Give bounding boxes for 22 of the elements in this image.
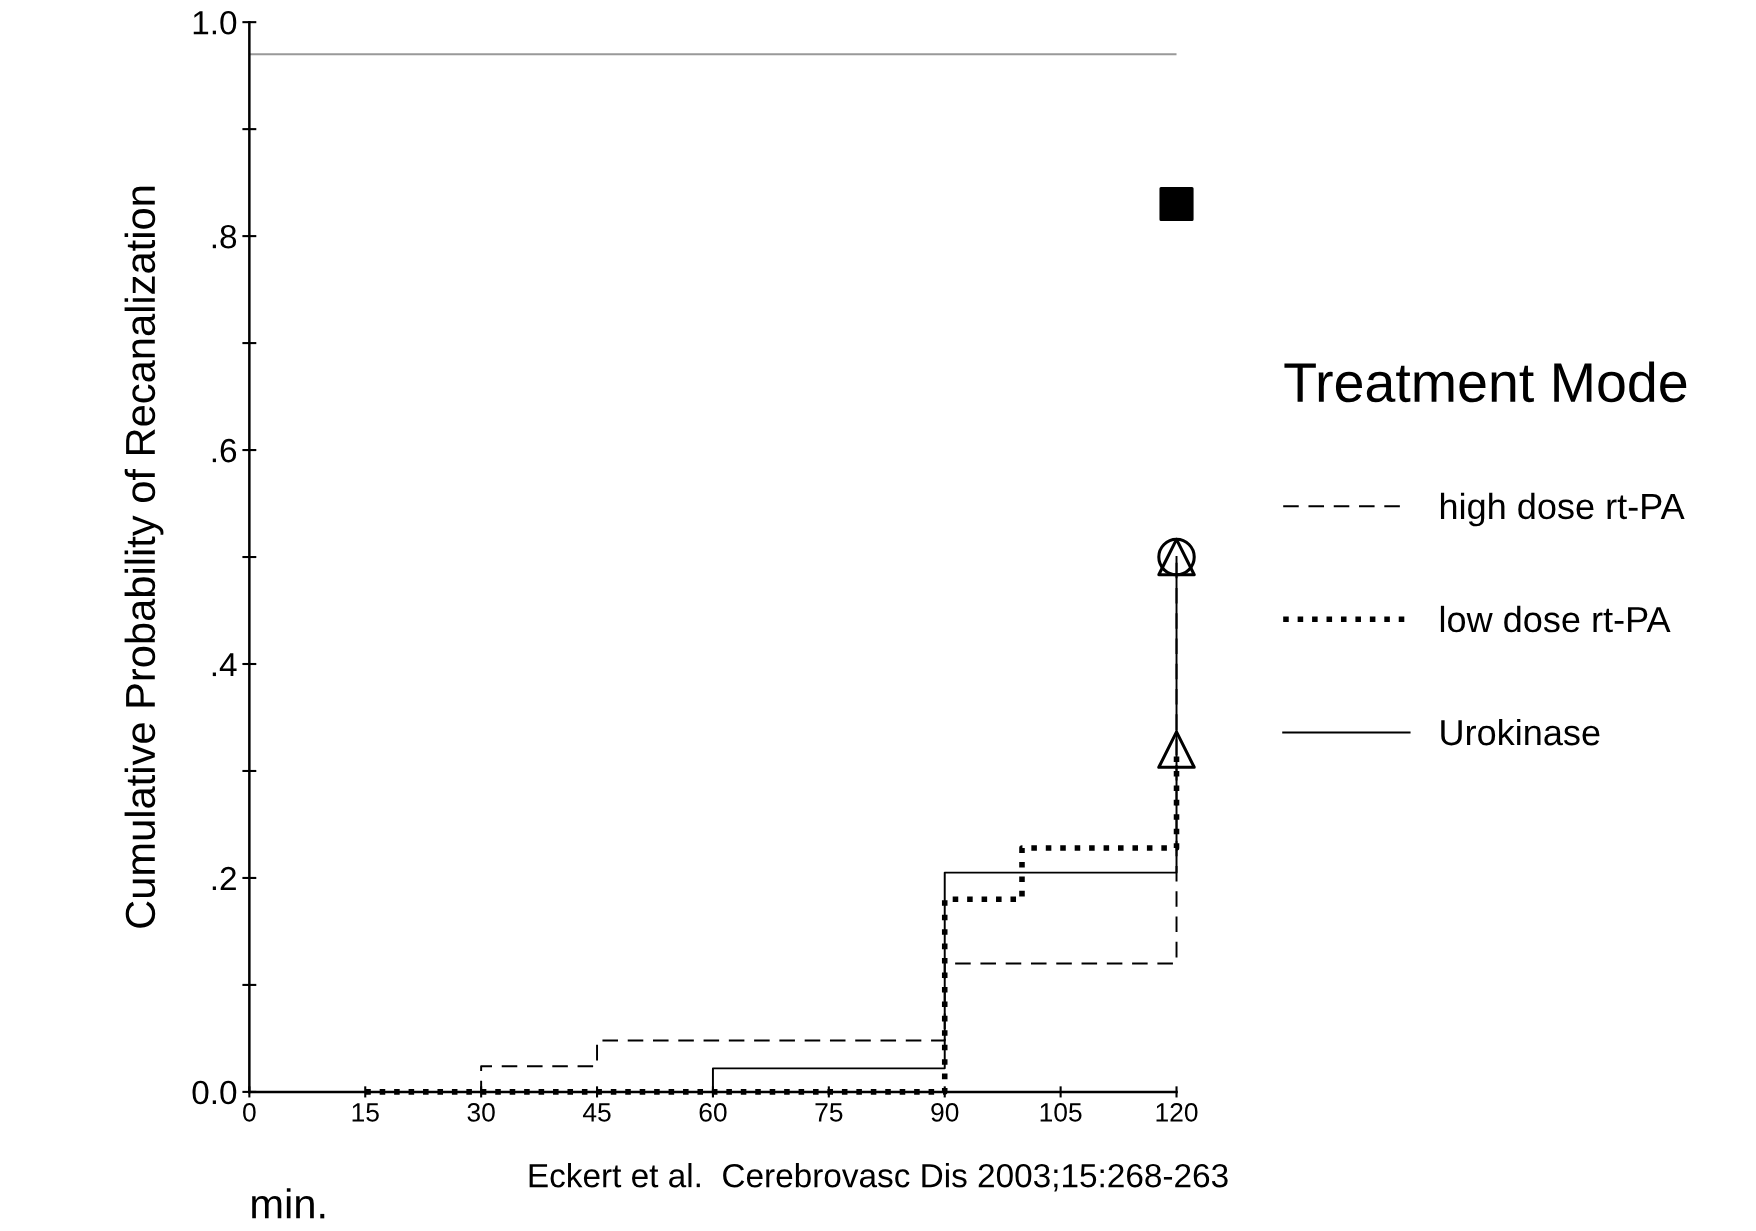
text: Eckert et al. Cerebrovasc Dis 2003;15:268-263 xyxy=(529,1163,1228,1192)
x-axis-title: min. xyxy=(252,1188,325,1219)
y-tick-label: .2 xyxy=(212,866,236,891)
x-tick-label: 120 xyxy=(1156,1103,1198,1122)
y-tick-label: .8 xyxy=(212,224,237,249)
y-tick-label: 1.0 xyxy=(193,10,237,35)
y-tick-label: 0.0 xyxy=(192,1080,237,1105)
y-axis-title: Cumulative Probability of Recanalization xyxy=(124,186,164,928)
legend-label: Urokinase xyxy=(1441,718,1600,746)
legend-label: low dose rt-PA xyxy=(1440,605,1671,633)
legend-title: Treatment Mode xyxy=(1284,361,1687,403)
legend-label: high dose rt-PA xyxy=(1440,492,1685,527)
x-tick-label: 60 xyxy=(699,1103,727,1122)
x-tick-label: 90 xyxy=(931,1103,959,1122)
x-tick-label: 30 xyxy=(467,1103,495,1122)
x-tick-label: 105 xyxy=(1040,1103,1082,1122)
y-tick-label: .4 xyxy=(212,653,237,677)
x-tick-label: 75 xyxy=(815,1103,843,1122)
x-tick-label: 45 xyxy=(582,1103,611,1122)
y-tick-label: .6 xyxy=(212,438,237,463)
x-tick-label: 15 xyxy=(352,1103,379,1122)
x-tick-label: 0 xyxy=(243,1103,256,1122)
